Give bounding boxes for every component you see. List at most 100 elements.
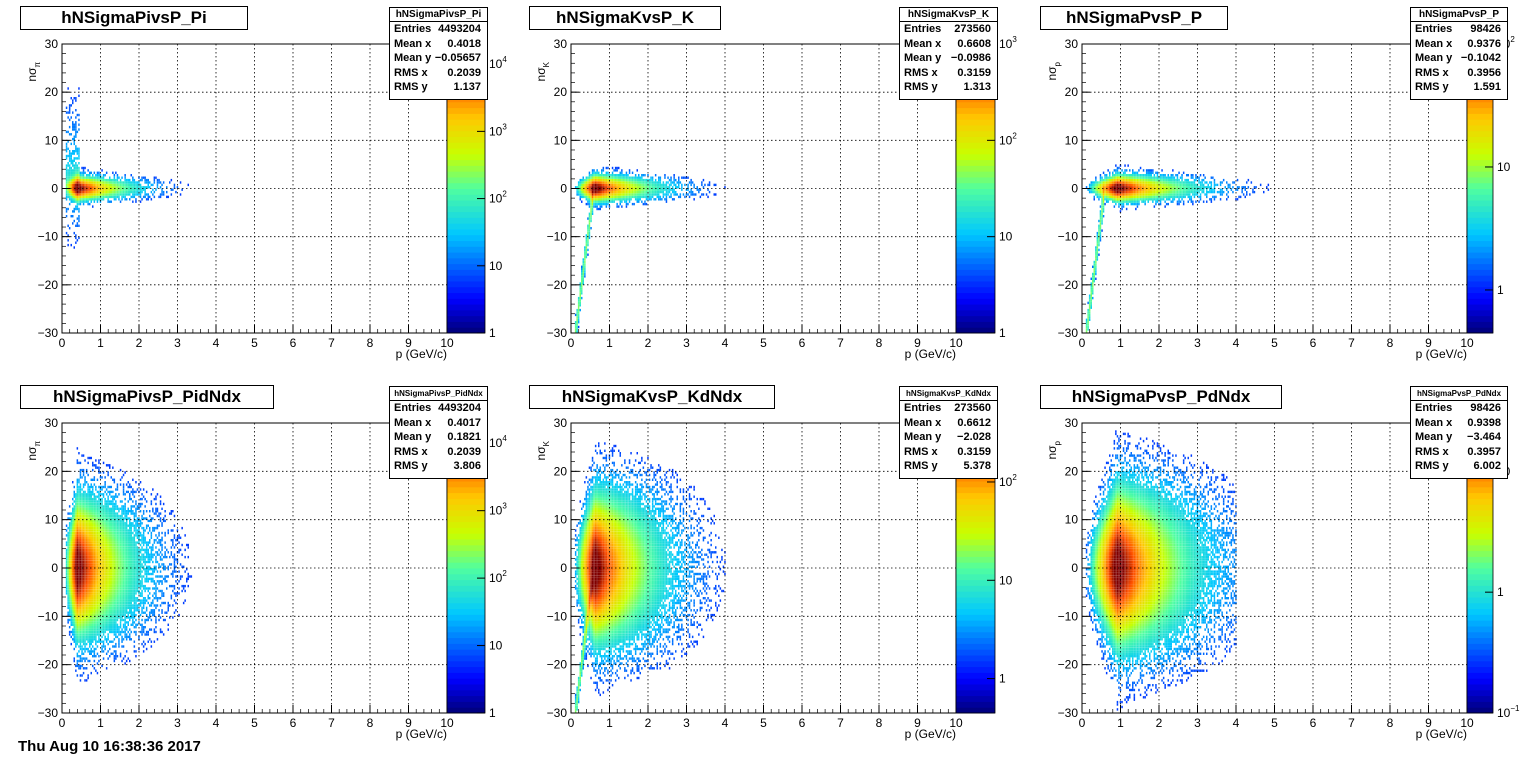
heatmap-cell — [76, 539, 79, 542]
heatmap-cell — [691, 193, 694, 196]
heatmap-cell — [1202, 188, 1205, 191]
heatmap-cell — [98, 606, 100, 610]
heatmap-cell — [1102, 205, 1105, 208]
heatmap-cell — [1198, 181, 1200, 184]
heatmap-cell — [135, 183, 137, 187]
heatmap-cell — [1144, 186, 1146, 189]
heatmap-cell — [1133, 202, 1136, 206]
heatmap-cell — [616, 174, 618, 177]
heatmap-cell — [1095, 263, 1097, 266]
heatmap-cell — [1087, 316, 1089, 319]
heatmap-cell — [1096, 239, 1099, 242]
heatmap-cell — [119, 183, 122, 187]
heatmap-cell — [87, 188, 89, 191]
heatmap-cell — [633, 181, 635, 184]
heatmap-cell — [76, 207, 79, 211]
heatmap-cell — [70, 104, 72, 107]
heatmap-cell — [1192, 183, 1194, 187]
heatmap-cell — [1085, 325, 1088, 329]
heatmap-cell — [1138, 183, 1140, 187]
heatmap-cell — [92, 628, 94, 631]
heatmap-cell — [588, 178, 591, 182]
heatmap-cell — [1122, 174, 1125, 177]
heatmap-cell — [139, 186, 142, 189]
heatmap-cell — [605, 190, 608, 194]
heatmap-cell — [95, 623, 97, 626]
heatmap-cell — [1202, 190, 1205, 194]
heatmap-cell — [110, 186, 112, 189]
heatmap-cell — [81, 548, 83, 552]
heatmap-cell — [602, 195, 605, 199]
heatmap-cell — [102, 190, 105, 194]
heatmap-cell — [70, 592, 72, 595]
heatmap-cell — [93, 541, 96, 544]
heatmap-cell — [82, 531, 85, 535]
heatmap-cell — [78, 481, 80, 484]
color-scale-bin — [956, 119, 995, 126]
heatmap-cell — [605, 178, 608, 182]
heatmap-cell — [1139, 174, 1142, 177]
heatmap-cell — [585, 198, 588, 201]
heatmap-cell — [605, 174, 608, 177]
heatmap-cell — [102, 582, 105, 585]
heatmap-cell — [1169, 198, 1171, 201]
heatmap-cell — [79, 618, 82, 622]
heatmap-cell — [577, 193, 580, 196]
heatmap-cell — [98, 604, 100, 607]
heatmap-cell — [614, 190, 617, 194]
heatmap-cell — [75, 630, 77, 634]
heatmap-cell — [630, 195, 632, 199]
heatmap-cell — [76, 495, 79, 498]
heatmap-cell — [1170, 176, 1172, 179]
heatmap-cell — [67, 553, 69, 556]
heatmap-cell — [70, 589, 72, 593]
heatmap-cell — [96, 568, 99, 571]
heatmap-cell — [92, 539, 94, 542]
heatmap-cell — [65, 548, 68, 552]
heatmap-cell — [658, 176, 660, 179]
heatmap-cell — [1122, 202, 1125, 206]
heatmap-cell — [585, 190, 588, 194]
heatmap-cell — [1096, 246, 1099, 249]
x-tick-label: 6 — [799, 336, 806, 350]
heatmap-cell — [584, 178, 586, 182]
heatmap-cell — [1113, 205, 1116, 208]
heatmap-cell — [84, 609, 86, 612]
heatmap-cell — [1129, 178, 1131, 182]
heatmap-cell — [591, 176, 594, 179]
heatmap-cell — [76, 524, 79, 527]
heatmap-cell — [593, 181, 595, 184]
heatmap-cell — [110, 190, 112, 194]
heatmap-cell — [75, 205, 77, 208]
heatmap-cell — [98, 592, 100, 595]
heatmap-cell — [84, 188, 86, 191]
heatmap-cell — [102, 541, 105, 544]
heatmap-cell — [70, 642, 72, 646]
heatmap-cell — [78, 500, 80, 503]
heatmap-cell — [73, 186, 75, 189]
heatmap-cell — [79, 655, 82, 658]
x-tick-label: 9 — [1425, 336, 1432, 350]
heatmap-cell — [647, 188, 649, 191]
heatmap-cell — [85, 568, 88, 571]
heatmap-cell — [1107, 183, 1109, 187]
heatmap-cell — [67, 589, 69, 593]
heatmap-cell — [81, 633, 83, 636]
heatmap-cell — [102, 539, 105, 542]
heatmap-cell — [1192, 174, 1194, 177]
heatmap-cell — [93, 526, 96, 530]
heatmap-cell — [76, 580, 79, 583]
heatmap-cell — [78, 507, 80, 510]
heatmap-cell — [75, 664, 77, 668]
heatmap-cell — [67, 575, 69, 578]
heatmap-cell — [152, 183, 154, 187]
heatmap-cell — [96, 606, 99, 610]
heatmap-cell — [156, 181, 159, 184]
heatmap-cell — [122, 186, 125, 189]
heatmap-cell — [598, 178, 600, 182]
heatmap-cell — [82, 512, 85, 515]
heatmap-cell — [1115, 188, 1117, 191]
heatmap-cell — [65, 183, 68, 187]
heatmap-cell — [673, 198, 675, 201]
heatmap-cell — [79, 599, 82, 602]
